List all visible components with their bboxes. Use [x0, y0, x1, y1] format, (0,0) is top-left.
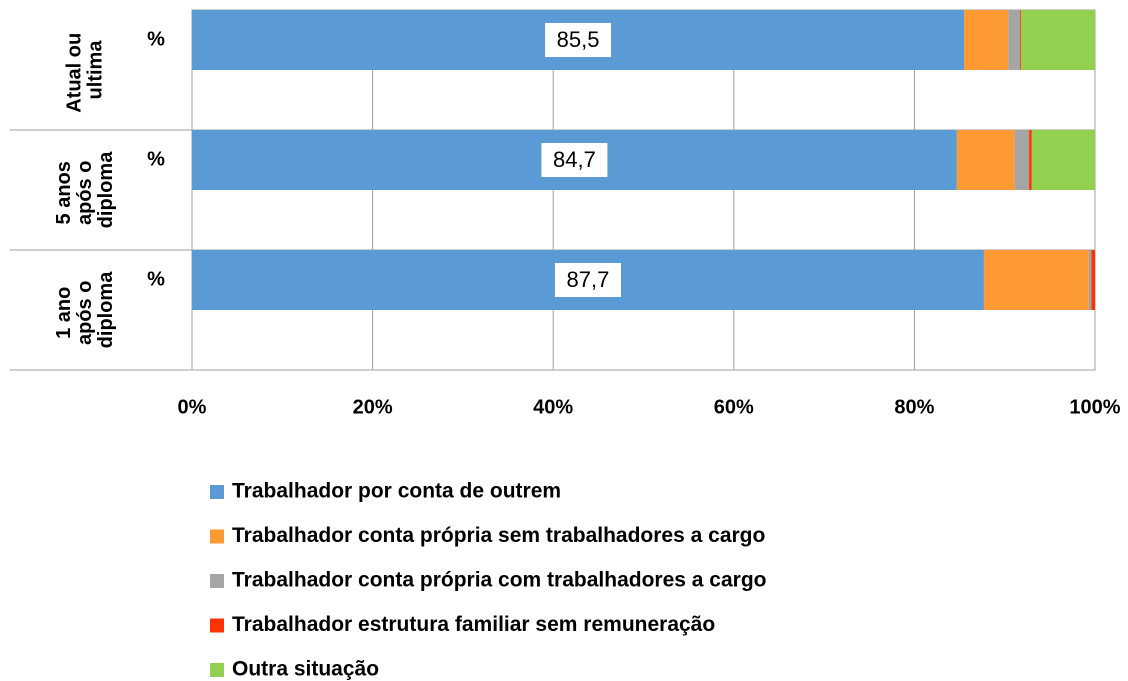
x-tick-label: 40%: [533, 396, 573, 418]
x-tick-label: 80%: [894, 396, 934, 418]
data-label: 84,7: [553, 147, 596, 172]
legend-label: Trabalhador conta própria com trabalhado…: [232, 569, 766, 592]
legend-swatch: [210, 663, 224, 677]
bar-segment: [1031, 130, 1095, 190]
bar-segment: [1008, 10, 1021, 70]
bar-segment: [956, 130, 1015, 190]
legend-label: Trabalhador por conta de outrem: [232, 480, 561, 503]
x-tick-label: 60%: [714, 396, 754, 418]
category-label: %: [147, 148, 165, 170]
category-label: %: [147, 268, 165, 290]
group-label: Atual ou ultima: [64, 27, 107, 113]
bar-segment: [983, 250, 1089, 310]
data-label: 85,5: [557, 27, 600, 52]
legend-swatch: [210, 618, 224, 633]
legend-label: Trabalhador conta própria sem trabalhado…: [232, 524, 765, 547]
x-tick-label: 0%: [178, 396, 207, 418]
group-label: 5 anos após o diploma: [53, 151, 117, 229]
bar-segment: [1014, 130, 1030, 190]
legend-swatch: [210, 574, 224, 588]
legend-swatch: [210, 529, 224, 544]
x-tick-label: 20%: [353, 396, 393, 418]
x-tick-label: 100%: [1069, 396, 1120, 418]
bar-segment: [964, 10, 1009, 70]
legend-swatch: [210, 485, 224, 499]
bar-segment: [1091, 250, 1095, 310]
group-label: 1 ano após o diploma: [53, 271, 117, 349]
bar-segment: [1020, 10, 1095, 70]
data-label-box: [545, 23, 612, 57]
legend-label: Trabalhador estrutura familiar sem remun…: [232, 613, 715, 636]
bar-segment: [1029, 130, 1032, 190]
bar-segment: [1020, 10, 1021, 70]
data-label-box: [554, 263, 621, 297]
legend-label: Outra situação: [232, 658, 379, 681]
data-label-box: [541, 143, 608, 177]
bar-segment: [1088, 250, 1092, 310]
category-label: %: [147, 28, 165, 50]
data-label: 87,7: [567, 267, 610, 292]
